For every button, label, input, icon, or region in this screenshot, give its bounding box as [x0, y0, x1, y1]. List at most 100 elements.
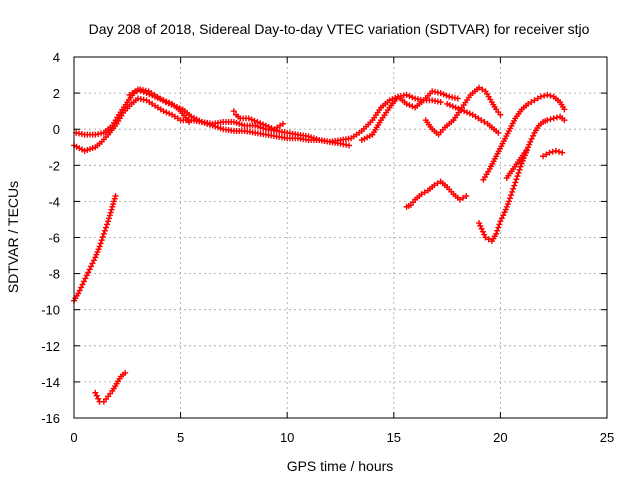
data-point: [403, 91, 410, 98]
data-point-fill: [443, 92, 450, 99]
data-point: [92, 254, 99, 261]
data-point: [109, 203, 116, 210]
data-point-fill: [534, 95, 541, 102]
data-point: [497, 218, 504, 225]
data-point-fill: [146, 91, 153, 98]
series-arc-m: [71, 192, 119, 304]
data-point: [100, 230, 107, 237]
data-point: [546, 149, 553, 156]
data-point: [550, 115, 557, 122]
data-point: [96, 243, 103, 250]
data-point-fill: [82, 275, 89, 282]
series-arc-c: [126, 86, 193, 125]
axis-ticks: [73, 56, 608, 419]
data-point-fill: [503, 203, 510, 210]
series-arc-j: [480, 91, 568, 183]
data-point: [478, 117, 485, 124]
data-point-fill: [449, 103, 456, 110]
data-point-fill: [556, 148, 563, 155]
y-tick-label: -10: [41, 303, 60, 318]
data-point-fill: [98, 237, 105, 244]
y-axis-title: SDTVAR / TECUs: [5, 181, 21, 293]
data-point-fill: [94, 248, 101, 255]
data-point: [561, 117, 568, 124]
series-arc-d: [230, 108, 286, 133]
data-point-fill: [76, 287, 83, 294]
data-point: [518, 160, 525, 167]
data-point: [537, 93, 544, 100]
data-point: [452, 104, 459, 111]
data-point-fill: [154, 94, 161, 101]
data-point: [279, 120, 286, 127]
data-point: [559, 149, 566, 156]
data-point-fill: [477, 222, 484, 229]
y-tick-label: 4: [53, 50, 60, 65]
series-arc-g: [444, 100, 502, 136]
data-point: [505, 198, 512, 205]
data-point: [92, 389, 99, 396]
data-point-fill: [543, 151, 550, 158]
data-point-fill: [93, 251, 100, 258]
data-point-fill: [89, 260, 96, 267]
data-point-fill: [509, 188, 516, 195]
data-point-fill: [506, 195, 513, 202]
data-point-fill: [528, 135, 535, 142]
data-point-fill: [105, 215, 112, 222]
series-arc-k: [503, 147, 529, 181]
data-point: [482, 234, 489, 241]
data-point-fill: [463, 109, 470, 116]
series-arc-e: [358, 88, 461, 144]
x-axis-title: GPS time / hours: [287, 458, 394, 474]
data-point: [454, 95, 461, 102]
data-point: [254, 118, 261, 125]
data-point: [493, 230, 500, 237]
series-arc-h: [403, 178, 470, 210]
data-point-fill: [95, 246, 102, 253]
series-arc-i: [476, 113, 568, 245]
data-point-fill: [86, 266, 93, 273]
chart-title: Day 208 of 2018, Sidereal Day-to-day VTE…: [89, 21, 590, 37]
data-point-fill: [515, 169, 522, 176]
data-point: [75, 290, 82, 297]
data-point-fill: [137, 87, 144, 94]
data-point-fill: [541, 92, 548, 99]
data-point: [497, 111, 504, 118]
data-point-fill: [508, 192, 515, 199]
data-point-fill: [111, 195, 118, 202]
data-point-fill: [99, 234, 106, 241]
data-point-fill: [549, 148, 556, 155]
data-point-fill: [78, 284, 85, 291]
data-point: [386, 97, 393, 104]
x-tick-label: 0: [70, 430, 77, 445]
data-point-fill: [93, 392, 100, 399]
y-tick-label: 2: [53, 86, 60, 101]
data-point: [262, 122, 269, 129]
data-point-fill: [525, 144, 532, 151]
data-point-fill: [528, 99, 535, 106]
data-point-fill: [149, 92, 156, 99]
data-point: [403, 100, 410, 107]
data-point-fill: [80, 278, 87, 285]
data-point-fill: [511, 182, 518, 189]
data-point-fill: [517, 163, 524, 170]
data-point-fill: [446, 102, 453, 109]
data-point: [431, 182, 438, 189]
data-point-fill: [481, 118, 488, 125]
data-point: [152, 93, 159, 100]
data-point: [143, 90, 150, 97]
data-point-fill: [455, 105, 462, 112]
data-point: [134, 86, 141, 93]
data-point-fill: [513, 176, 520, 183]
data-point-fill: [140, 88, 147, 95]
data-point-fill: [265, 123, 272, 130]
data-point-fill: [478, 225, 485, 232]
data-point: [79, 281, 86, 288]
data-point-fill: [530, 132, 537, 139]
data-point-fill: [547, 116, 554, 123]
data-point-fill: [406, 93, 413, 100]
y-tick-label: -14: [41, 375, 60, 390]
data-point: [531, 97, 538, 104]
data-point-fill: [163, 98, 170, 105]
data-point-fill: [108, 206, 115, 213]
